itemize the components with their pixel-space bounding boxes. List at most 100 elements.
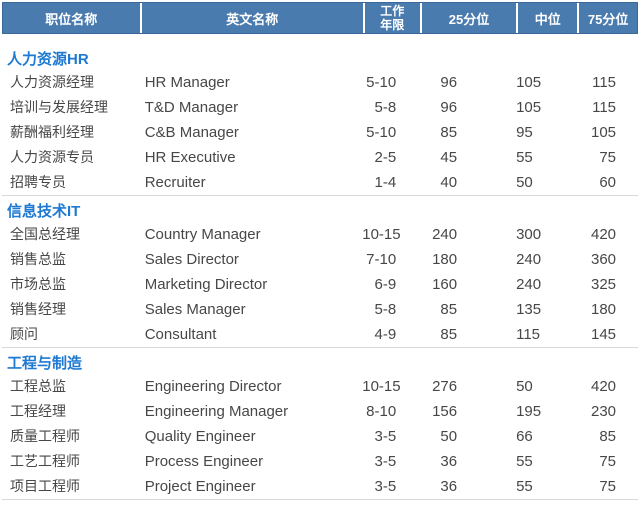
table-cell: 66 [516, 428, 533, 445]
table-cell: 85 [440, 326, 458, 343]
header-col-position-en: 英文名称 [139, 3, 363, 33]
table-cell: Quality Engineer [144, 428, 256, 445]
table-cell: 销售总监 [10, 251, 66, 267]
table-cell: 96 [440, 99, 458, 116]
table-cell: 240 [516, 251, 542, 268]
table-cell: Consultant [144, 326, 217, 343]
table-cell: 5-8 [374, 301, 397, 318]
table-cell: 115 [592, 99, 617, 116]
table-row: 项目工程师 Project Engineer 3-5 36 55 75 [2, 474, 638, 499]
table-row: 全国总经理 Country Manager 10-15 240 300 420 [2, 222, 638, 247]
table-section: 人力资源HR 人力资源经理 HR Manager 5-10 96 105 115 培训与发展经… [2, 50, 638, 196]
table-row: 工程经理 Engineering Manager 8-10 156 195 230 [2, 399, 638, 424]
table-row: 招聘专员 Recruiter 1-4 40 50 60 [2, 170, 638, 195]
table-cell: 培训与发展经理 [10, 99, 108, 115]
table-cell: 85 [440, 124, 458, 141]
table-cell: 55 [516, 453, 533, 470]
table-cell: 36 [440, 453, 458, 470]
table-cell: 115 [516, 326, 541, 343]
table-cell: 420 [590, 378, 617, 395]
table-cell: 105 [590, 124, 617, 141]
table-cell: 180 [590, 301, 617, 318]
table-row: 销售经理 Sales Manager 5-8 85 135 180 [2, 297, 638, 322]
table-cell: 230 [590, 403, 617, 420]
table-row: 薪酬福利经理 C&B Manager 5-10 85 95 105 [2, 120, 638, 145]
table-cell: 10-15 [362, 378, 401, 395]
table-cell: 75 [599, 478, 617, 495]
table-cell: 市场总监 [10, 276, 66, 292]
section-title: 信息技术IT [7, 203, 81, 220]
table-cell: 人力资源专员 [10, 149, 94, 165]
header-col-p25: 25分位 [419, 3, 517, 33]
table-cell: 3-5 [374, 428, 397, 445]
table-cell: 135 [516, 301, 542, 318]
table-cell: 156 [432, 403, 458, 420]
table-cell: 115 [592, 74, 617, 91]
table-cell: 50 [516, 378, 533, 395]
table-cell: 全国总经理 [10, 226, 80, 242]
table-cell: 50 [440, 428, 458, 445]
table-row: 培训与发展经理 T&D Manager 5-8 96 105 115 [2, 95, 638, 120]
table-row: 质量工程师 Quality Engineer 3-5 50 66 85 [2, 424, 638, 449]
table-cell: 3-5 [374, 478, 397, 495]
table-cell: 240 [432, 226, 458, 243]
table-cell: 95 [516, 124, 533, 141]
table-cell: HR Executive [144, 149, 236, 166]
table-cell: 40 [440, 174, 458, 191]
table-header-row: 职位名称 英文名称 工作 年限 25分位 中位 75分位 [2, 2, 638, 34]
section-title: 工程与制造 [7, 355, 83, 372]
table-cell: 5-10 [366, 124, 397, 141]
table-cell: 300 [516, 226, 542, 243]
table-cell: 2-5 [374, 149, 397, 166]
table-cell: 105 [516, 99, 542, 116]
table-cell: 96 [440, 74, 458, 91]
table-cell: Sales Director [144, 251, 239, 268]
table-cell: 薪酬福利经理 [10, 124, 94, 140]
salary-table: 职位名称 英文名称 工作 年限 25分位 中位 75分位 人力资源HR 人力资源经… [2, 2, 638, 500]
table-cell: 销售经理 [10, 301, 66, 317]
section-title: 人力资源HR [7, 51, 89, 68]
table-cell: 195 [516, 403, 542, 420]
table-cell: Sales Manager [144, 301, 246, 318]
table-cell: 顾问 [10, 326, 38, 342]
table-cell: 工程总监 [10, 378, 66, 394]
table-cell: Recruiter [144, 174, 206, 191]
table-cell: HR Manager [144, 74, 230, 91]
table-cell: 5-8 [374, 99, 397, 116]
table-row: 销售总监 Sales Director 7-10 180 240 360 [2, 247, 638, 272]
table-body: 人力资源HR 人力资源经理 HR Manager 5-10 96 105 115 培训与发展经… [2, 50, 638, 500]
table-cell: 7-10 [366, 251, 397, 268]
header-col-years: 工作 年限 [362, 3, 420, 33]
table-row: 工程总监 Engineering Director 10-15 276 50 420 [2, 374, 638, 399]
table-cell: 105 [516, 74, 542, 91]
table-cell: 4-9 [374, 326, 397, 343]
table-cell: 10-15 [362, 226, 401, 243]
table-cell: 160 [432, 276, 458, 293]
header-col-median: 中位 [516, 3, 577, 33]
table-row: 人力资源经理 HR Manager 5-10 96 105 115 [2, 70, 638, 95]
table-cell: 人力资源经理 [10, 74, 94, 90]
table-cell: Marketing Director [144, 276, 268, 293]
table-section: 信息技术IT 全国总经理 Country Manager 10-15 240 300 420… [2, 196, 638, 348]
table-cell: 6-9 [374, 276, 397, 293]
table-cell: 55 [516, 149, 533, 166]
table-cell: 60 [599, 174, 617, 191]
table-cell: 36 [440, 478, 458, 495]
table-cell: 8-10 [366, 403, 397, 420]
table-cell: Project Engineer [144, 478, 256, 495]
table-cell: 质量工程师 [10, 428, 80, 444]
table-cell: 1-4 [374, 174, 397, 191]
header-col-p75: 75分位 [577, 3, 637, 33]
table-cell: 75 [599, 149, 617, 166]
table-cell: 276 [432, 378, 458, 395]
table-cell: T&D Manager [144, 99, 239, 116]
table-cell: 工程经理 [10, 403, 66, 419]
table-cell: Country Manager [144, 226, 261, 243]
table-cell: C&B Manager [144, 124, 239, 141]
table-cell: 145 [590, 326, 617, 343]
table-cell: 项目工程师 [10, 478, 80, 494]
table-cell: 85 [440, 301, 458, 318]
table-cell: 3-5 [374, 453, 397, 470]
table-cell: Engineering Director [144, 378, 282, 395]
table-section: 工程与制造工程总监 Engineering Director 10-15 276 50 4… [2, 348, 638, 500]
